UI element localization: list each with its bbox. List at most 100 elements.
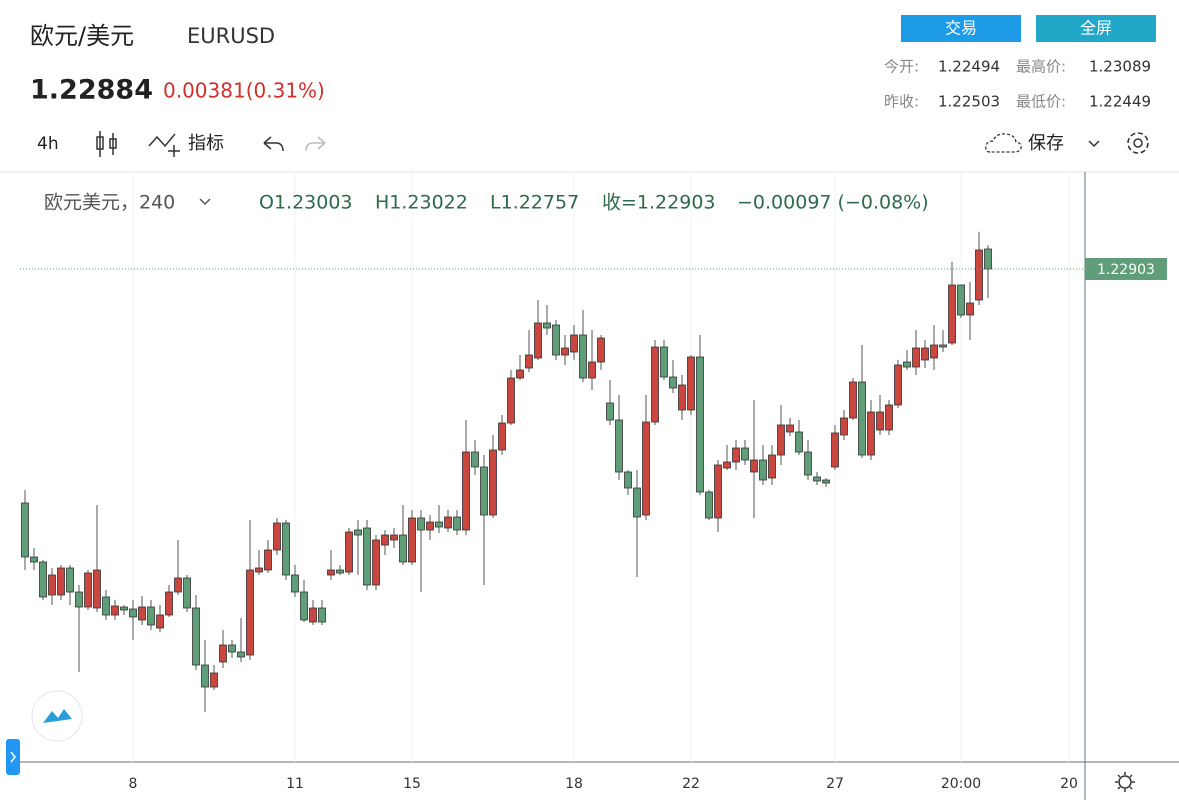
x-tick-label: 22 [682, 776, 700, 792]
legend-change: −0.00097 (−0.08%) [737, 192, 929, 214]
candle-body [606, 402, 614, 421]
candle-body [696, 356, 704, 493]
save-menu-arrow[interactable] [1088, 140, 1100, 148]
candle-body [867, 411, 875, 456]
x-tick-label: 11 [286, 776, 304, 792]
candle-body [876, 411, 884, 431]
indicator-icon[interactable] [148, 133, 180, 157]
candle-body [831, 432, 839, 468]
candle-body [642, 421, 650, 516]
candle-body [39, 561, 47, 598]
candle-body [192, 607, 200, 666]
candle-body [408, 517, 416, 563]
stat-label: 今开: [884, 58, 919, 76]
last-price-label: 1.22903 [1097, 262, 1155, 278]
stat-value: 1.22449 [1089, 93, 1151, 111]
logo[interactable] [31, 690, 83, 742]
candle-body [300, 591, 308, 621]
candle-body [57, 567, 65, 596]
candle-body [975, 249, 983, 301]
cloud-icon[interactable] [985, 133, 1022, 153]
candle-body [435, 521, 443, 528]
candle-body [489, 449, 497, 516]
x-tick-label: 18 [565, 776, 583, 792]
candle-body [381, 534, 389, 546]
candle-body [372, 539, 380, 586]
save-button[interactable]: 保存 [1028, 133, 1064, 154]
candle-body [732, 447, 740, 463]
candle-body [21, 502, 29, 558]
fullscreen-button[interactable] [1036, 15, 1156, 42]
candle-body [210, 672, 218, 688]
candle-body [102, 596, 110, 616]
redo-icon[interactable] [305, 136, 326, 152]
candle-body [516, 369, 524, 379]
candle-body [453, 516, 461, 531]
candle-body [840, 417, 848, 436]
candle-body [48, 574, 56, 596]
undo-icon[interactable] [263, 136, 284, 152]
candle-body [768, 454, 776, 479]
candle-body [30, 556, 38, 563]
trade-button-label[interactable]: 交易 [945, 19, 977, 38]
x-tick-label: 8 [129, 776, 138, 792]
candle-body [687, 356, 695, 411]
legend-high: H1.23022 [375, 192, 468, 214]
candle-body [66, 567, 74, 593]
candle-body [921, 347, 929, 361]
indicators-button[interactable]: 指标 [188, 133, 224, 154]
candle-body [93, 569, 101, 609]
candle-body [336, 569, 344, 574]
candle-body [543, 322, 551, 329]
candle-body [948, 284, 956, 344]
candle-body [201, 664, 209, 688]
candle-body [624, 471, 632, 489]
interval[interactable]: 4h [37, 134, 59, 154]
stats: 今开: 1.22494 最高价: 1.23089 昨收: 1.22503 最低价… [884, 58, 1151, 111]
settings-icon[interactable] [1127, 132, 1149, 154]
candle-body [507, 377, 515, 424]
candle-body [444, 516, 452, 529]
candle-body [534, 322, 542, 359]
candle-body [714, 464, 722, 519]
price-change: 0.00381(0.31%) [163, 79, 325, 103]
candle-body [966, 302, 974, 316]
candle-body [651, 346, 659, 423]
candle-body [228, 644, 236, 653]
candle-body [390, 534, 398, 541]
ohlc-legend: O1.23003 H1.23022 L1.22757 收=1.22903 −0.… [259, 192, 929, 214]
candle-body [903, 361, 911, 368]
candle-body [759, 459, 767, 481]
candle-body [84, 572, 92, 608]
candle-body [417, 517, 425, 531]
candle-body [723, 461, 731, 469]
axis-settings-icon[interactable] [1115, 772, 1135, 792]
stat-label: 最高价: [1016, 58, 1066, 76]
last-price-badge [1085, 258, 1167, 280]
candle-body [813, 476, 821, 482]
candle-body [354, 529, 362, 536]
candle-body [588, 361, 596, 379]
candle-body [309, 607, 317, 623]
candle-body [462, 451, 470, 531]
candle-body [426, 521, 434, 531]
candle-body [165, 591, 173, 616]
trade-button[interactable] [901, 15, 1021, 42]
fullscreen-button-label[interactable]: 全屏 [1080, 19, 1112, 38]
candle-body [138, 606, 146, 621]
candle-body [660, 346, 668, 378]
candle-body [498, 422, 506, 451]
candle-body [345, 531, 353, 573]
candle-body [318, 607, 326, 623]
symbol: EURUSD [187, 24, 275, 48]
price: 1.22884 [30, 75, 153, 106]
legend-menu-arrow[interactable] [199, 198, 211, 206]
candle-body [273, 522, 281, 551]
stat-value: 1.22494 [938, 58, 1000, 76]
candle-body [552, 324, 560, 356]
candle-icon[interactable] [96, 131, 117, 157]
candle-body [579, 334, 587, 379]
side-tab[interactable] [6, 739, 20, 775]
candle-body [219, 644, 227, 663]
